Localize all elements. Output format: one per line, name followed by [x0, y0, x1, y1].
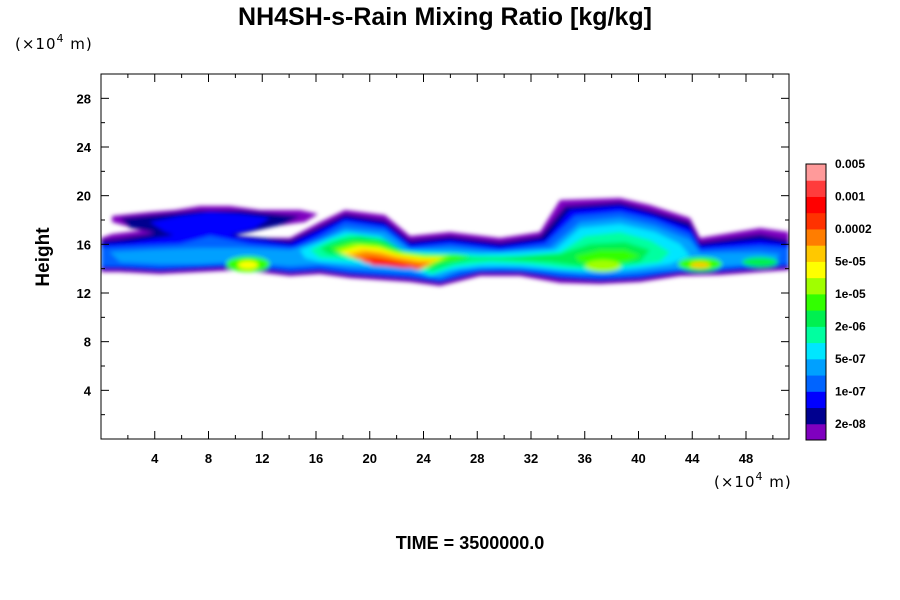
contour-patch-far-east: [742, 257, 778, 267]
colorbar-swatch: [806, 293, 826, 311]
time-label: TIME = 3500000.0: [396, 533, 545, 553]
x-tick-label: 4: [151, 451, 159, 466]
contour-level-5e-07-cap: [150, 212, 270, 240]
y-tick-label: 12: [77, 286, 91, 301]
colorbar-label: 0.0002: [835, 222, 872, 236]
colorbar-frame: [805, 163, 827, 441]
x-tick-label: 48: [739, 451, 753, 466]
colorbar-swatch: [806, 391, 826, 409]
contour-level-0.001: [320, 236, 650, 270]
colorbar-swatch: [806, 310, 826, 327]
plot-frame: [100, 73, 790, 440]
x-tick-label: 20: [363, 451, 377, 466]
y-tick-label: 4: [84, 383, 92, 398]
contour-patch-mideast: [585, 260, 621, 272]
chart-title: NH4SH-s-Rain Mixing Ratio [kg/kg]: [238, 3, 652, 31]
colorbar-swatch: [806, 245, 826, 262]
colorbar-labels: 2e-08 1e-07 5e-07 2e-06 1e-05 5e-05 0.0002 0.00…: [835, 157, 872, 431]
y-axis-label: Height: [33, 227, 54, 287]
colorbar-swatch: [806, 261, 826, 279]
contour-patch-east-core: [690, 262, 710, 268]
colorbar-swatch: [806, 326, 826, 344]
colorbar-swatch: [806, 423, 826, 441]
x-tick-label: 40: [631, 451, 645, 466]
colorbar-swatch: [806, 358, 826, 376]
colorbar-swatch: [806, 212, 826, 230]
colorbar-swatch: [806, 342, 826, 360]
colorbar-swatch: [806, 277, 826, 295]
colorbar-label: 2e-06: [835, 319, 866, 333]
contour-level-red: [368, 260, 412, 268]
contour-patch-west-core: [238, 261, 258, 269]
x-tick-label: 8: [205, 451, 212, 466]
colorbar-label: 2e-08: [835, 417, 866, 431]
cloud-band: [101, 198, 789, 286]
colorbar: [805, 163, 827, 441]
y-tick-label: 16: [77, 237, 91, 252]
colorbar-swatch: [806, 196, 826, 214]
x-tick-label: 28: [470, 451, 484, 466]
colorbar-label: 0.005: [835, 157, 865, 171]
x-tick-label: 16: [309, 451, 323, 466]
colorbar-label: 1e-07: [835, 384, 866, 398]
colorbar-swatch: [806, 180, 826, 197]
x-tick-label: 36: [578, 451, 592, 466]
y-tick-label: 8: [84, 335, 91, 350]
y-tick-label: 20: [77, 189, 91, 204]
x-tick-label: 44: [685, 451, 700, 466]
colorbar-label: 5e-05: [835, 254, 866, 268]
x-tick-label: 12: [255, 451, 269, 466]
colorbar-swatch: [806, 375, 826, 392]
colorbar-label: 1e-05: [835, 287, 866, 301]
colorbar-label: 5e-07: [835, 352, 866, 366]
y-tick-label: 24: [77, 140, 92, 155]
y-axis: 4 8 12 16 20 24 28: [77, 91, 789, 416]
colorbar-swatch: [806, 164, 826, 181]
x-tick-label: 32: [524, 451, 538, 466]
colorbar-label: 0.001: [835, 189, 865, 203]
colorbar-swatch: [806, 228, 826, 246]
contour-field: [101, 198, 789, 286]
y-tick-label: 28: [77, 91, 91, 106]
x-unit-label: (×104 m): [714, 470, 792, 491]
y-unit-label: (×104 m): [15, 32, 93, 53]
x-tick-label: 24: [416, 451, 431, 466]
colorbar-swatch: [806, 407, 826, 425]
x-axis: 4 8 12 16 20 24 28 32 36 40 44 48: [127, 74, 774, 466]
contour-level-0.005-east: [575, 250, 640, 264]
